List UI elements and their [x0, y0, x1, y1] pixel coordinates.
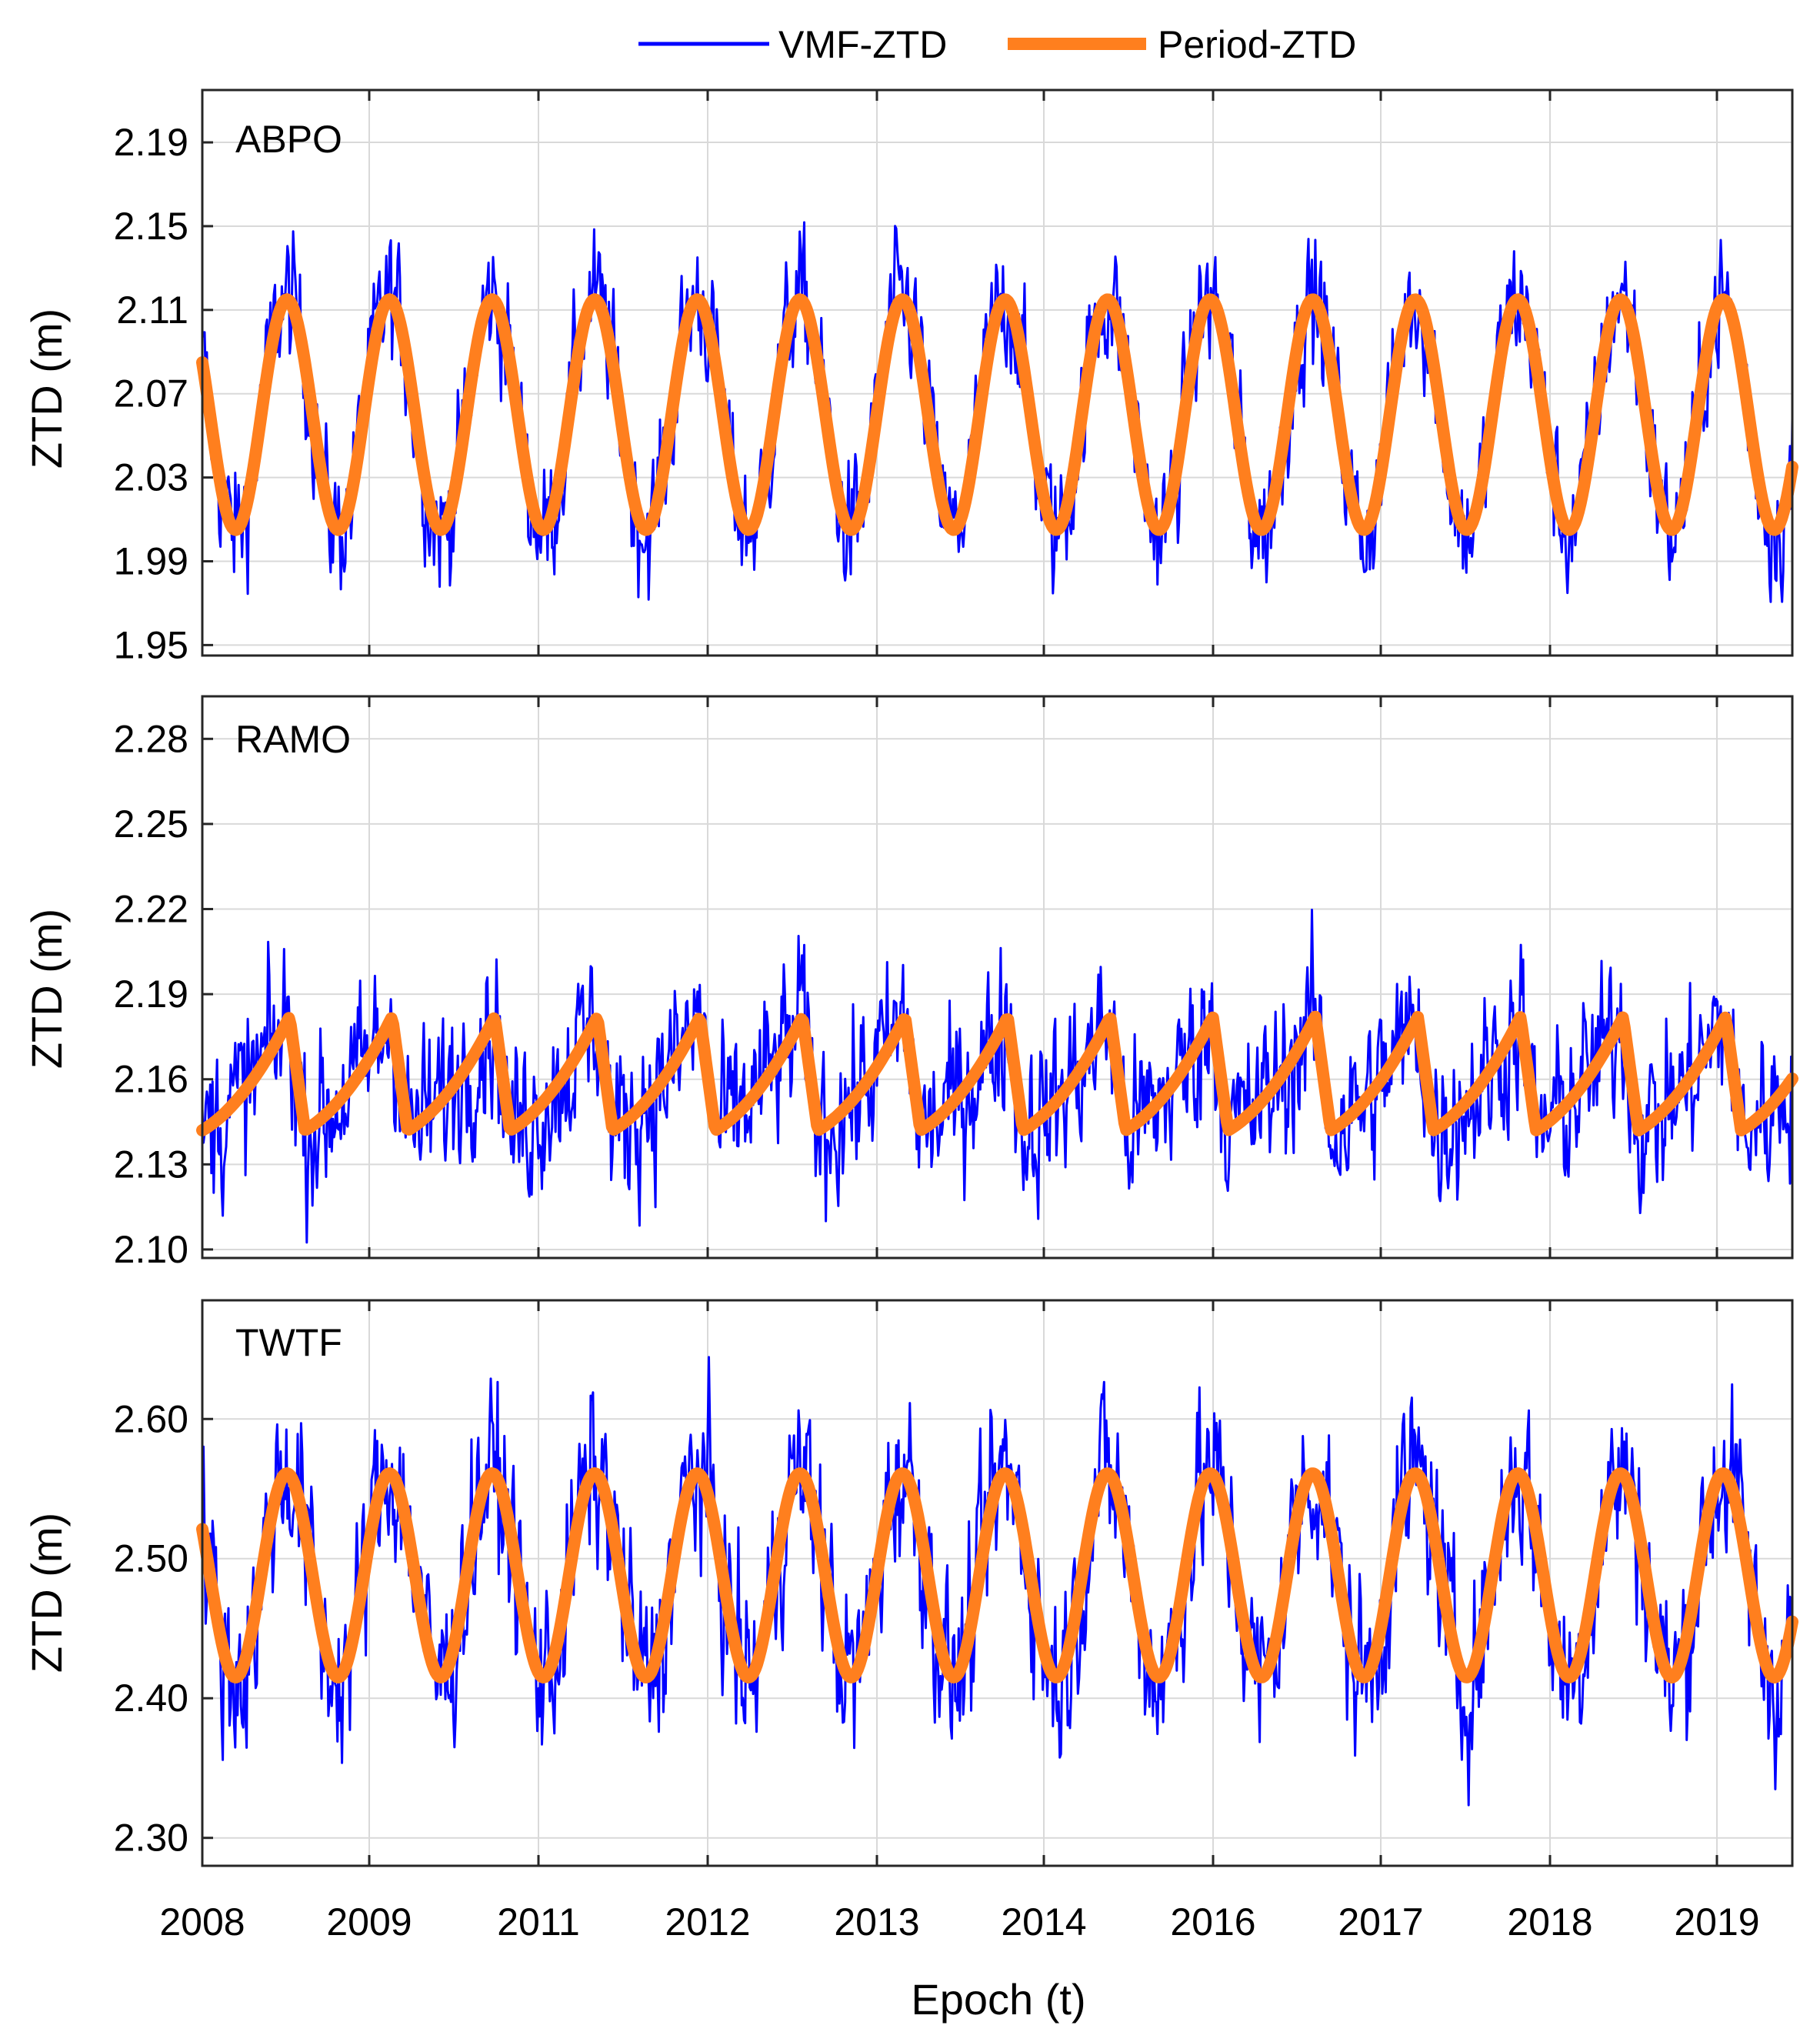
plot-frame — [201, 88, 1794, 657]
legend-vmf-label: VMF-ZTD — [778, 23, 947, 66]
y-tick-label: 2.30 — [114, 1817, 188, 1860]
y-tick-label: 2.16 — [114, 1058, 188, 1101]
x-tick-label: 2019 — [1674, 1900, 1759, 1944]
station-label-twtf: TWTF — [235, 1321, 342, 1364]
legend-period-label: Period-ZTD — [1158, 23, 1356, 66]
plot-frame — [201, 1299, 1794, 1867]
panel-twtf: 2.30 2.40 2.50 2.60 — [114, 1299, 1798, 1867]
x-tick-label: 2016 — [1170, 1900, 1255, 1944]
plot-frame — [201, 695, 1794, 1260]
y-tick-label: 2.19 — [114, 973, 188, 1016]
x-tick-labels: 2008 2009 2011 2012 2013 2014 2016 2017 … — [159, 1900, 1759, 1944]
station-label-ramo: RAMO — [235, 718, 351, 761]
x-tick-label: 2014 — [1001, 1900, 1086, 1944]
y-tick-label: 2.19 — [114, 121, 188, 164]
x-tick-label: 2013 — [834, 1900, 919, 1944]
x-tick-label: 2009 — [326, 1900, 412, 1944]
series-period-ztd-line — [196, 1010, 1798, 1137]
y-tick-label: 2.10 — [114, 1228, 188, 1271]
y-tick-label: 2.13 — [114, 1143, 188, 1186]
y-tick-label: 2.40 — [114, 1677, 188, 1720]
y-axis-label-ramo: ZTD (m) — [22, 909, 71, 1069]
y-tick-label: 2.11 — [116, 289, 188, 332]
y-tick-label: 2.50 — [114, 1537, 188, 1580]
y-tick-label: 2.15 — [114, 205, 188, 248]
plot-area — [202, 1300, 1792, 1866]
plot-area — [202, 696, 1792, 1258]
y-axis-label-abpo: ZTD (m) — [22, 309, 71, 469]
y-axis-label-twtf: ZTD (m) — [22, 1513, 71, 1673]
x-tick-label: 2012 — [665, 1900, 750, 1944]
y-tick-label: 2.25 — [114, 802, 188, 846]
station-label-abpo: ABPO — [235, 118, 342, 161]
legend: VMF-ZTD Period-ZTD — [638, 23, 1356, 66]
panel-abpo: 1.95 1.99 2.03 2.07 2.11 2.15 2.19 — [114, 88, 1798, 666]
panels: 1.95 1.99 2.03 2.07 2.11 2.15 2.19 2.10 2.13 2.16… — [114, 88, 1798, 1867]
x-axis-label: Epoch (t) — [911, 1975, 1085, 2024]
y-tick-label: 2.28 — [114, 717, 188, 760]
y-tick-label: 1.99 — [114, 540, 188, 583]
y-tick-label: 2.03 — [114, 456, 188, 499]
y-tick-label: 2.07 — [114, 372, 188, 415]
x-tick-label: 2008 — [159, 1900, 245, 1944]
x-tick-label: 2011 — [497, 1900, 580, 1944]
y-tick-label: 2.22 — [114, 888, 188, 931]
series-vmf-ztd-line — [201, 1356, 1794, 1807]
y-tick-label: 2.60 — [114, 1397, 188, 1440]
series-period-ztd-line — [196, 1467, 1798, 1683]
panel-ramo: 2.10 2.13 2.16 2.19 2.22 2.25 2.28 — [114, 695, 1798, 1271]
x-tick-label: 2018 — [1507, 1900, 1592, 1944]
series-period-ztd-line — [196, 293, 1798, 536]
y-tick-label: 1.95 — [114, 623, 188, 666]
x-tick-label: 2017 — [1338, 1900, 1423, 1944]
